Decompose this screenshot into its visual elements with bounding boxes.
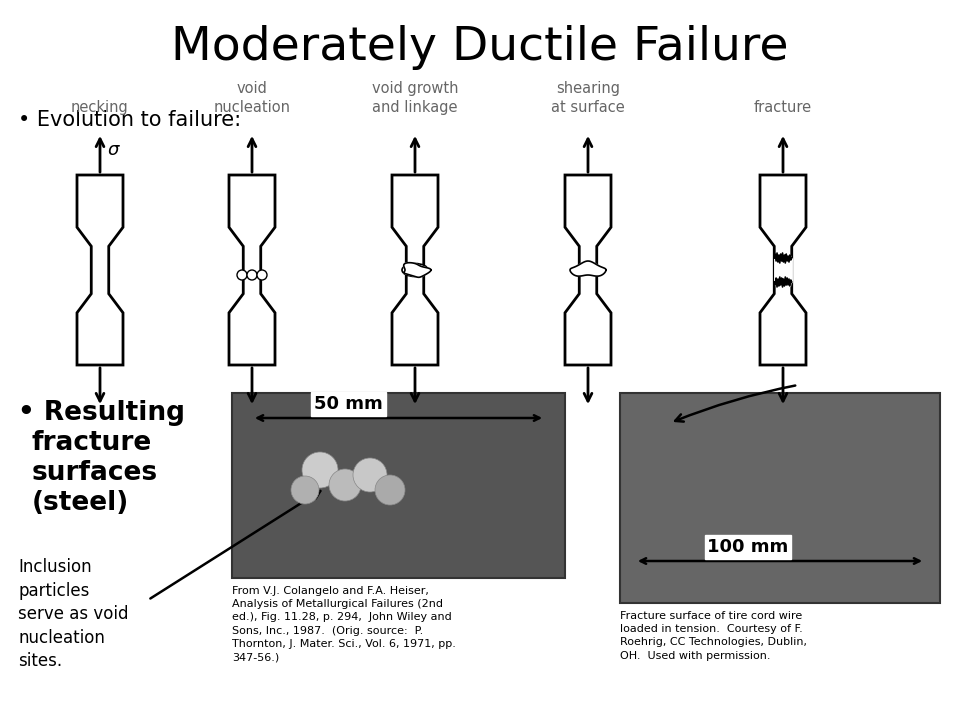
Circle shape [291,476,319,504]
Text: • Evolution to failure:: • Evolution to failure: [18,110,241,130]
Bar [620,393,940,603]
Polygon shape [570,261,606,276]
Text: 50 mm: 50 mm [314,395,383,413]
Text: 100 mm: 100 mm [708,538,788,556]
Circle shape [329,469,361,501]
Text: fracture: fracture [754,100,812,115]
Bar [232,393,565,578]
Text: fracture: fracture [32,430,153,456]
Text: surfaces: surfaces [32,460,158,486]
Circle shape [353,458,387,492]
Circle shape [302,452,338,488]
Polygon shape [404,263,431,277]
Circle shape [257,270,267,280]
Circle shape [237,270,247,280]
Text: (steel): (steel) [32,490,130,516]
Circle shape [375,475,405,505]
Text: From V.J. Colangelo and F.A. Heiser,
Analysis of Metallurgical Failures (2nd
ed.: From V.J. Colangelo and F.A. Heiser, Ana… [232,586,456,662]
Text: void growth
and linkage: void growth and linkage [372,81,458,115]
Polygon shape [229,175,275,365]
Polygon shape [392,175,438,365]
Ellipse shape [402,264,428,276]
Text: necking: necking [71,100,129,115]
Polygon shape [760,175,806,365]
Text: Inclusion
particles
serve as void
nucleation
sites.: Inclusion particles serve as void nuclea… [18,558,129,670]
Text: Moderately Ductile Failure: Moderately Ductile Failure [171,25,789,71]
Polygon shape [77,175,123,365]
Polygon shape [565,175,611,365]
Text: void
nucleation: void nucleation [213,81,291,115]
Text: $\sigma$: $\sigma$ [107,141,121,159]
Text: Fracture surface of tire cord wire
loaded in tension.  Courtesy of F.
Roehrig, C: Fracture surface of tire cord wire loade… [620,611,807,661]
Text: • Resulting: • Resulting [18,400,185,426]
Text: shearing
at surface: shearing at surface [551,81,625,115]
Circle shape [247,270,257,280]
